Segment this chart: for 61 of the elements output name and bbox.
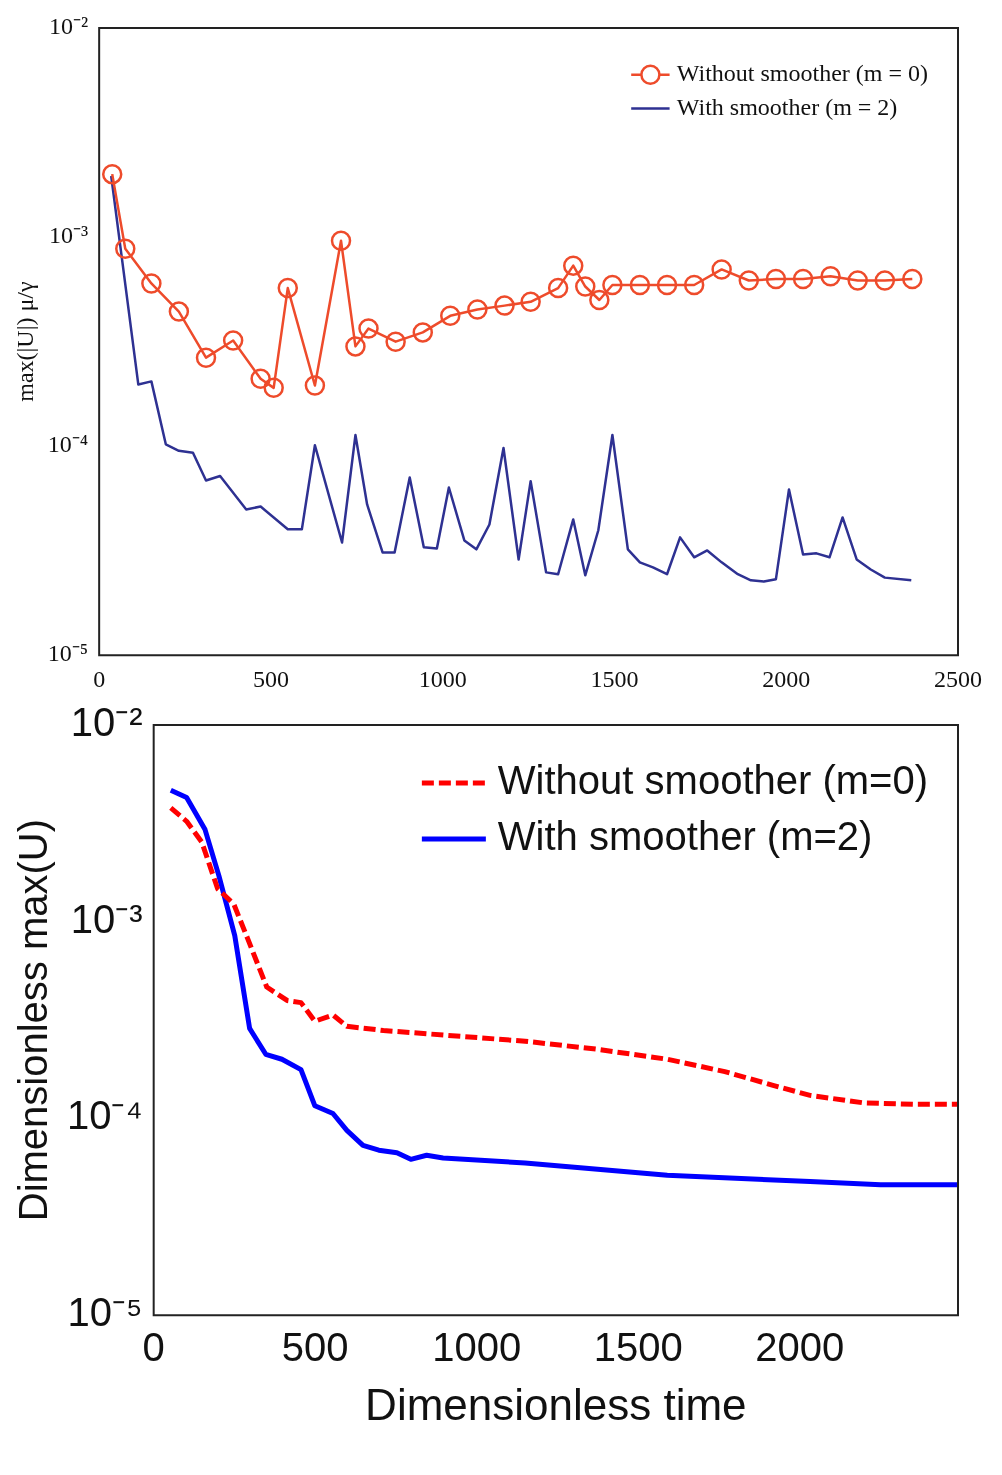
point [304,375,326,396]
x-tick-label: 2000 [762,665,811,692]
y-axis-title: Dimensionless max(U) [11,818,56,1222]
x-tick-label: 1500 [593,1325,683,1370]
x-tick-label: 0 [93,665,106,692]
point [738,270,760,291]
y-tick-label: 10⁻⁵ [47,640,89,667]
x-tick-label: 1000 [432,1325,522,1370]
y-tick-label: 10⁻⁴ [66,1093,143,1138]
point [101,163,123,185]
x-tick-label: 0 [142,1325,165,1370]
point [792,268,814,290]
point [589,289,610,311]
point [765,268,787,290]
point [562,255,584,276]
point [115,238,136,259]
point [629,274,651,296]
y-tick-label: 10⁻³ [48,222,89,249]
y-tick-label: 10⁻³ [70,896,143,941]
y-tick-label: 10⁻² [48,13,89,40]
point [277,277,299,299]
y-tick-label: 10⁻⁵ [67,1290,143,1335]
point [385,331,406,352]
legend-label: Without smoother (m=0) [497,758,928,803]
point [683,274,705,296]
point [575,276,596,297]
point [820,265,841,287]
point [250,368,271,390]
point [602,274,623,296]
point [874,270,896,291]
point [547,277,569,299]
x-tick-label: 2000 [755,1325,845,1370]
point [195,347,217,368]
point [902,268,923,290]
x-axis-title: Dimensionless time [365,1379,747,1429]
point [656,274,678,296]
x-tick-label: 1500 [590,665,639,692]
point [141,273,162,294]
point [222,330,244,351]
legend-label: With smoother (m=2) [497,814,873,859]
x-tick-label: 1000 [418,665,467,692]
x-tick-label: 500 [252,665,289,692]
y-tick-label: 10⁻⁴ [47,431,89,458]
point [440,305,461,327]
point [847,270,868,291]
point [711,259,732,280]
point [263,377,284,399]
point [467,299,488,320]
point [345,336,366,357]
point [358,318,379,339]
point [494,295,515,316]
x-tick-label: 500 [281,1325,349,1370]
legend-label: With smoother (m = 2) [676,93,898,120]
point [412,322,434,343]
point [520,291,541,313]
point [330,230,352,252]
y-axis-title: max(|U|) μ/γ [11,281,38,402]
x-tick-label: 2500 [934,665,982,692]
legend-label: Without smoother (m = 0) [676,60,928,87]
point [168,301,190,322]
y-tick-label: 10⁻² [70,700,143,745]
